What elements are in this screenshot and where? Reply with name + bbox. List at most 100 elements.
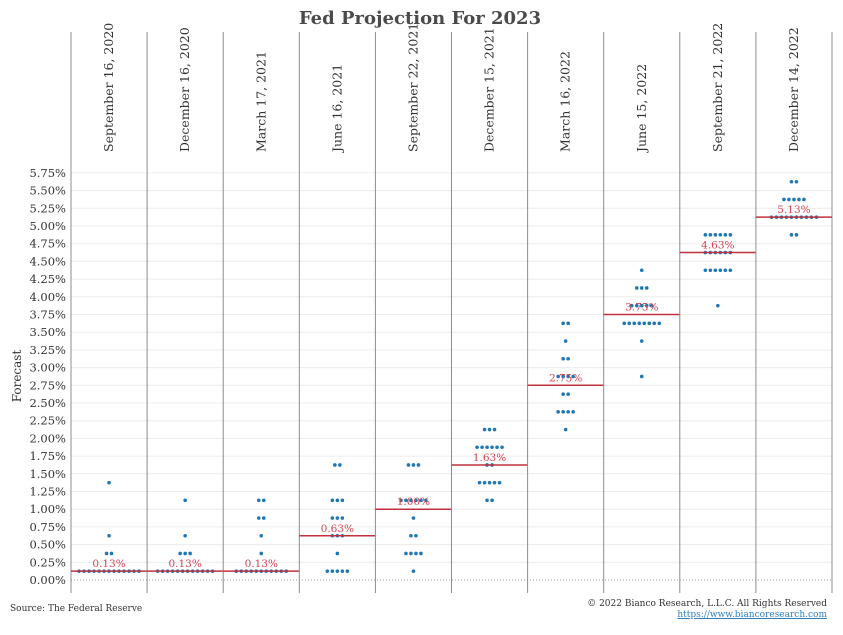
participant-dot [259, 551, 264, 556]
participant-dot [419, 551, 423, 556]
participant-dot [330, 516, 335, 520]
participant-dot [345, 569, 350, 573]
participant-dot [330, 569, 335, 573]
participant-dot [632, 321, 637, 326]
participant-dot [256, 516, 261, 520]
chart-title: Fed Projection For 2023 [299, 8, 541, 29]
panel: December 15, 2021 1.63% [451, 27, 528, 593]
participant-dot [566, 356, 570, 361]
y-tick-label: 5.00% [29, 219, 66, 233]
participant-dot [259, 533, 264, 538]
participant-dot [566, 321, 570, 326]
participant-dot [622, 321, 627, 326]
y-tick-label: 2.50% [29, 396, 66, 410]
participant-dot [399, 498, 403, 503]
participant-dot [642, 321, 647, 326]
participant-dot [104, 551, 109, 556]
y-tick-label: 0.50% [29, 538, 66, 552]
participant-dot [490, 445, 494, 450]
participant-dot [411, 516, 416, 520]
website-link[interactable]: https://www.biancoresearch.com [677, 610, 827, 620]
participant-dot [340, 569, 345, 573]
panel-date-header: December 15, 2021 [482, 27, 497, 152]
y-tick-label: 3.00% [29, 361, 66, 375]
participant-dot [475, 445, 479, 450]
participant-dot [482, 427, 487, 432]
participant-dot [794, 179, 799, 184]
panel-date-header: September 21, 2022 [710, 23, 725, 152]
participant-dot [419, 498, 423, 503]
panel-date-header: December 16, 2020 [177, 27, 192, 152]
participant-dot [406, 463, 411, 467]
participant-dot [340, 498, 345, 503]
participant-dot [107, 480, 111, 485]
participant-dot [487, 427, 492, 432]
median-label: 0.13% [245, 558, 278, 570]
median-label: 5.13% [777, 204, 810, 216]
participant-dot [414, 533, 418, 538]
participant-dot [561, 356, 565, 361]
participant-dot [561, 392, 565, 396]
participant-dot [497, 480, 502, 485]
median-label: 0.13% [168, 558, 201, 570]
panel-date-header: September 16, 2020 [101, 23, 116, 152]
participant-dot [487, 480, 492, 485]
y-tick-label: 1.00% [29, 502, 66, 516]
panel-date-header: March 16, 2022 [558, 51, 573, 152]
y-tick-label: 0.00% [29, 573, 66, 587]
participant-dot [330, 498, 335, 503]
participant-dot [561, 410, 565, 414]
participant-dot [563, 339, 568, 343]
y-tick-label: 4.25% [29, 272, 66, 286]
y-tick-label: 5.25% [29, 201, 66, 215]
median-label: 4.63% [701, 240, 734, 252]
participant-dot [183, 533, 187, 538]
participant-dot [794, 233, 799, 237]
panel-date-header: December 14, 2022 [786, 27, 801, 152]
participant-dot [485, 498, 489, 503]
median-label: 3.75% [625, 302, 658, 314]
participant-dot [414, 498, 418, 503]
median-label: 0.63% [321, 523, 354, 535]
participant-dot [718, 268, 723, 273]
source-note: Source: The Federal Reserve [10, 604, 143, 614]
participant-dot [789, 179, 794, 184]
participant-dot [634, 286, 639, 290]
participant-dot [566, 374, 570, 379]
participant-dot [492, 480, 497, 485]
participant-dot [566, 410, 570, 414]
participant-dot [657, 321, 662, 326]
y-tick-label: 0.75% [29, 520, 66, 534]
participant-dot [716, 303, 720, 308]
participant-dot [561, 321, 565, 326]
y-tick-label: 1.50% [29, 467, 66, 481]
participant-dot [571, 374, 575, 379]
participant-dot [782, 197, 786, 202]
y-tick-label: 2.00% [29, 431, 66, 445]
panel-date-header: June 16, 2021 [329, 64, 344, 154]
participant-dot [416, 463, 421, 467]
participant-dot [490, 498, 494, 503]
participant-dot [649, 303, 654, 308]
participant-dot [500, 445, 504, 450]
participant-dot [409, 533, 413, 538]
participant-dot [713, 233, 718, 237]
y-tick-label: 0.25% [29, 555, 66, 569]
panel: December 14, 2022 5.13% [755, 27, 833, 593]
participant-dot [561, 374, 565, 379]
participant-dot [713, 268, 718, 273]
participant-dot [652, 321, 657, 326]
participant-dot [261, 498, 266, 503]
participant-dot [563, 427, 568, 432]
participant-dot [644, 286, 649, 290]
participant-dot [477, 480, 482, 485]
participant-dot [335, 498, 340, 503]
median-label: 1.00% [397, 496, 430, 508]
participant-dot [571, 410, 575, 414]
participant-dot [639, 374, 644, 379]
copyright-note: © 2022 Bianco Research, L.L.C. All Right… [587, 599, 827, 609]
participant-dot [107, 533, 111, 538]
participant-dot [188, 551, 192, 556]
participant-dot [647, 321, 652, 326]
